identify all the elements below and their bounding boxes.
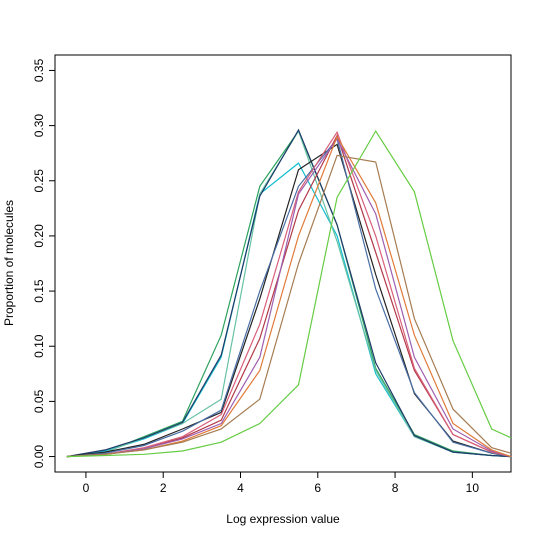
x-axis: 0 2 4 6 8 10 xyxy=(83,472,480,495)
series-line-12 xyxy=(66,129,512,458)
plot-frame xyxy=(54,54,512,473)
y-tick-label: 0.10 xyxy=(32,334,46,358)
y-tick-label: 0.35 xyxy=(32,58,46,82)
x-tick-label: 6 xyxy=(314,481,321,495)
series-line-4 xyxy=(66,128,512,458)
y-tick-label: 0.20 xyxy=(32,224,46,248)
x-tick-label: 2 xyxy=(160,481,167,495)
series-line-11 xyxy=(66,154,512,458)
y-tick-label: 0.25 xyxy=(32,169,46,193)
series-layer xyxy=(66,128,512,458)
series-line-6 xyxy=(66,137,512,458)
x-tick-label: 4 xyxy=(237,481,244,495)
y-tick-label: 0.00 xyxy=(32,445,46,469)
series-line-3 xyxy=(66,129,512,458)
x-tick-label: 0 xyxy=(83,481,90,495)
x-axis-title: Log expression value xyxy=(226,512,340,526)
x-tick-label: 8 xyxy=(392,481,399,495)
series-line-9 xyxy=(66,137,512,458)
y-axis: 0.00 0.05 0.10 0.15 0.20 0.25 0.30 0.35 xyxy=(32,58,55,468)
series-line-5 xyxy=(66,143,512,458)
y-axis-title: Proportion of molecules xyxy=(2,200,16,326)
y-tick-label: 0.15 xyxy=(32,279,46,303)
series-line-1 xyxy=(66,129,512,458)
y-tick-label: 0.05 xyxy=(32,389,46,413)
series-line-8 xyxy=(66,130,512,458)
x-tick-label: 10 xyxy=(466,481,480,495)
y-tick-label: 0.30 xyxy=(32,114,46,138)
